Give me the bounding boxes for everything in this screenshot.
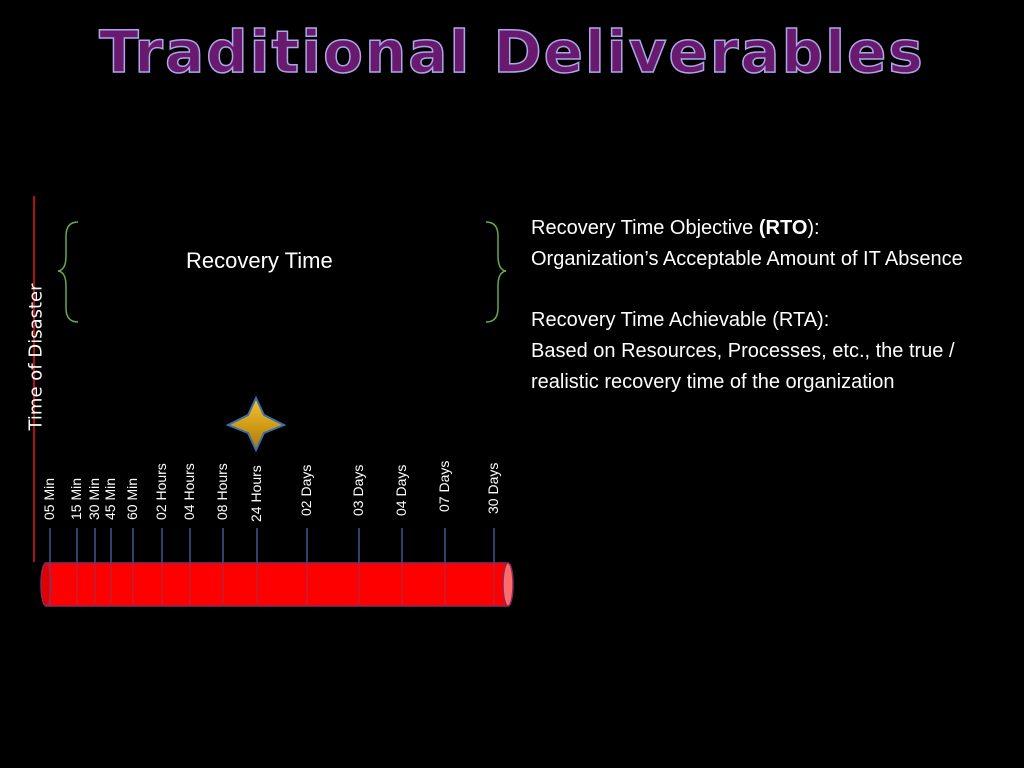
tick-label: 02 Days — [298, 464, 314, 516]
slide-title: Traditional Deliverables — [98, 17, 925, 87]
tick-label: 03 Days — [350, 464, 366, 516]
definitions-panel: Recovery Time Objective (RTO): Organizat… — [531, 213, 1016, 398]
tick-label: 07 Days — [436, 460, 452, 512]
star-marker — [225, 395, 287, 453]
tick-label: 15 Min — [68, 477, 84, 520]
tick-label: 30 Days — [485, 462, 501, 514]
tick-lines — [49, 528, 495, 563]
tick-label: 45 Min — [102, 477, 118, 520]
time-of-disaster-label: Time of Disaster — [25, 283, 47, 431]
tick-label: 02 Hours — [153, 463, 169, 520]
tick-label: 04 Hours — [181, 463, 197, 520]
left-brace — [57, 221, 79, 323]
bar-dividers — [49, 564, 495, 605]
tick-label: 08 Hours — [214, 463, 230, 520]
tick-label: 05 Min — [41, 477, 57, 520]
recovery-time-label: Recovery Time — [186, 248, 333, 273]
tick-label: 04 Days — [393, 464, 409, 516]
timeline-bar — [40, 562, 514, 607]
rto-heading: Recovery Time Objective (RTO): — [531, 217, 820, 239]
tick-label: 24 Hours — [248, 465, 264, 522]
tick-label: 60 Min — [124, 477, 140, 520]
rto-description: Organization’s Acceptable Amount of IT A… — [531, 248, 963, 270]
tick-label: 30 Min — [86, 477, 102, 520]
right-brace — [485, 221, 507, 323]
rta-description: Based on Resources, Processes, etc., the… — [531, 340, 955, 393]
rta-heading: Recovery Time Achievable (RTA): — [531, 309, 830, 331]
